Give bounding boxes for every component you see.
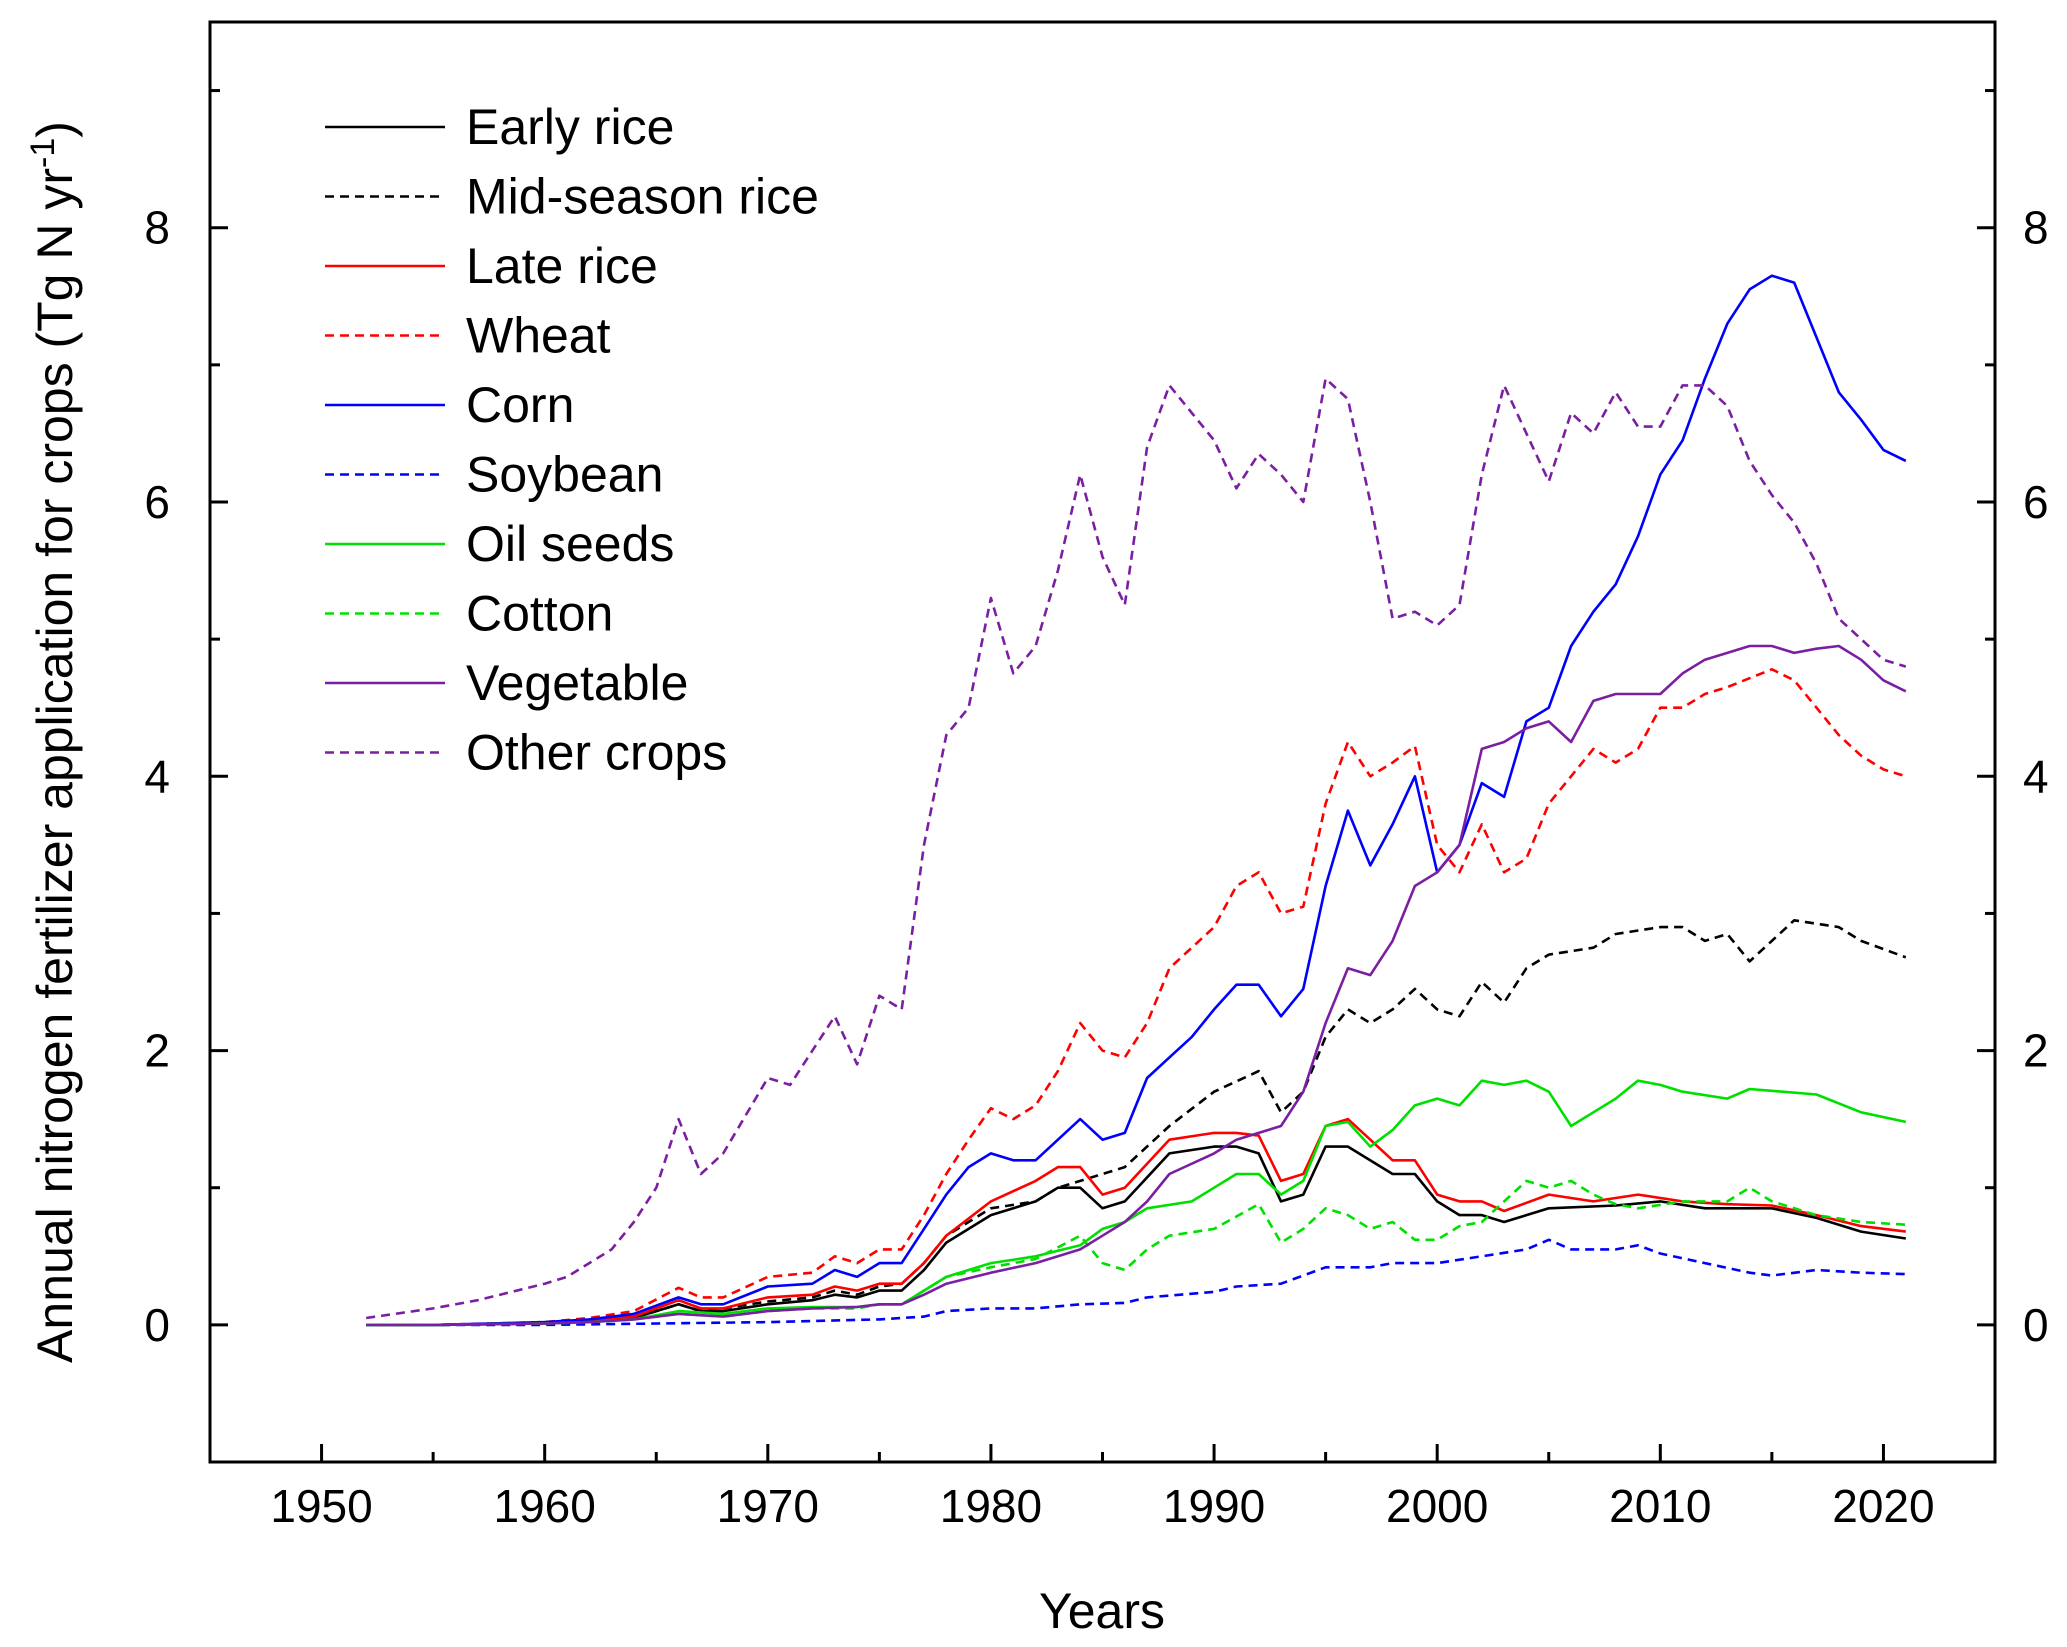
x-tick-label: 1980 [940,1480,1042,1532]
y-tick-label-left: 0 [144,1299,170,1351]
series-layer [366,274,1907,1327]
x-tick-label: 2020 [1832,1480,1934,1532]
series-line-other-crops [366,377,1907,1320]
legend-label-vegetable: Vegetable [466,655,688,711]
y-tick-label-left: 6 [144,476,170,528]
y-tick-label-right: 2 [2023,1025,2049,1077]
legend-label-early-rice: Early rice [466,99,674,155]
legend-label-corn: Corn [466,377,574,433]
series-line-vegetable [366,644,1907,1327]
x-tick-label: 1970 [717,1480,819,1532]
y-tick-label-right: 8 [2023,202,2049,254]
legend: Early rice Mid-season rice Late rice Wheat C… [325,99,819,781]
x-tick-label: 2000 [1386,1480,1488,1532]
y-axis-title-close: ) [27,121,83,138]
legend-label-late-rice: Late rice [466,238,658,294]
legend-label-soybean: Soybean [466,447,663,503]
series-line-late-rice [366,1117,1906,1327]
y-tick-label-left: 4 [144,750,170,802]
legend-label-other-crops: Other crops [466,725,727,781]
x-axis: 1950 1960 1970 1980 1990 2000 2010 2020 [208,1444,1997,1532]
y-tick-label-left: 8 [144,202,170,254]
x-axis-title: Years [1039,1583,1165,1639]
x-tick-label: 1950 [270,1480,372,1532]
series-line-early-rice [366,1145,1906,1327]
series-line-corn [366,274,1907,1327]
legend-label-wheat: Wheat [466,308,611,364]
x-tick-label: 1990 [1163,1480,1265,1532]
series-line-oil-seeds [366,1079,1907,1327]
y-tick-label-right: 4 [2023,750,2049,802]
y-axis: 0 0 2 2 4 4 6 6 8 8 [144,89,2049,1464]
y-axis-title: Annual nitrogen fertilizer application f… [24,121,83,1363]
y-axis-title-main: Annual nitrogen fertilizer application f… [27,168,83,1363]
x-tick-label: 2010 [1609,1480,1711,1532]
y-tick-label-right: 6 [2023,476,2049,528]
y-axis-title-superscript: -1 [24,138,62,168]
series-line-cotton [366,1179,1906,1327]
series-line-soybean [366,1238,1906,1327]
legend-label-oil-seeds: Oil seeds [466,516,674,572]
y-tick-label-right: 0 [2023,1299,2049,1351]
x-tick-label: 1960 [494,1480,596,1532]
y-tick-label-left: 2 [144,1025,170,1077]
series-line-mid-season-rice [366,919,1907,1327]
legend-label-cotton: Cotton [466,586,613,642]
series-line-wheat [366,668,1907,1327]
legend-label-mid-season-rice: Mid-season rice [466,169,819,225]
